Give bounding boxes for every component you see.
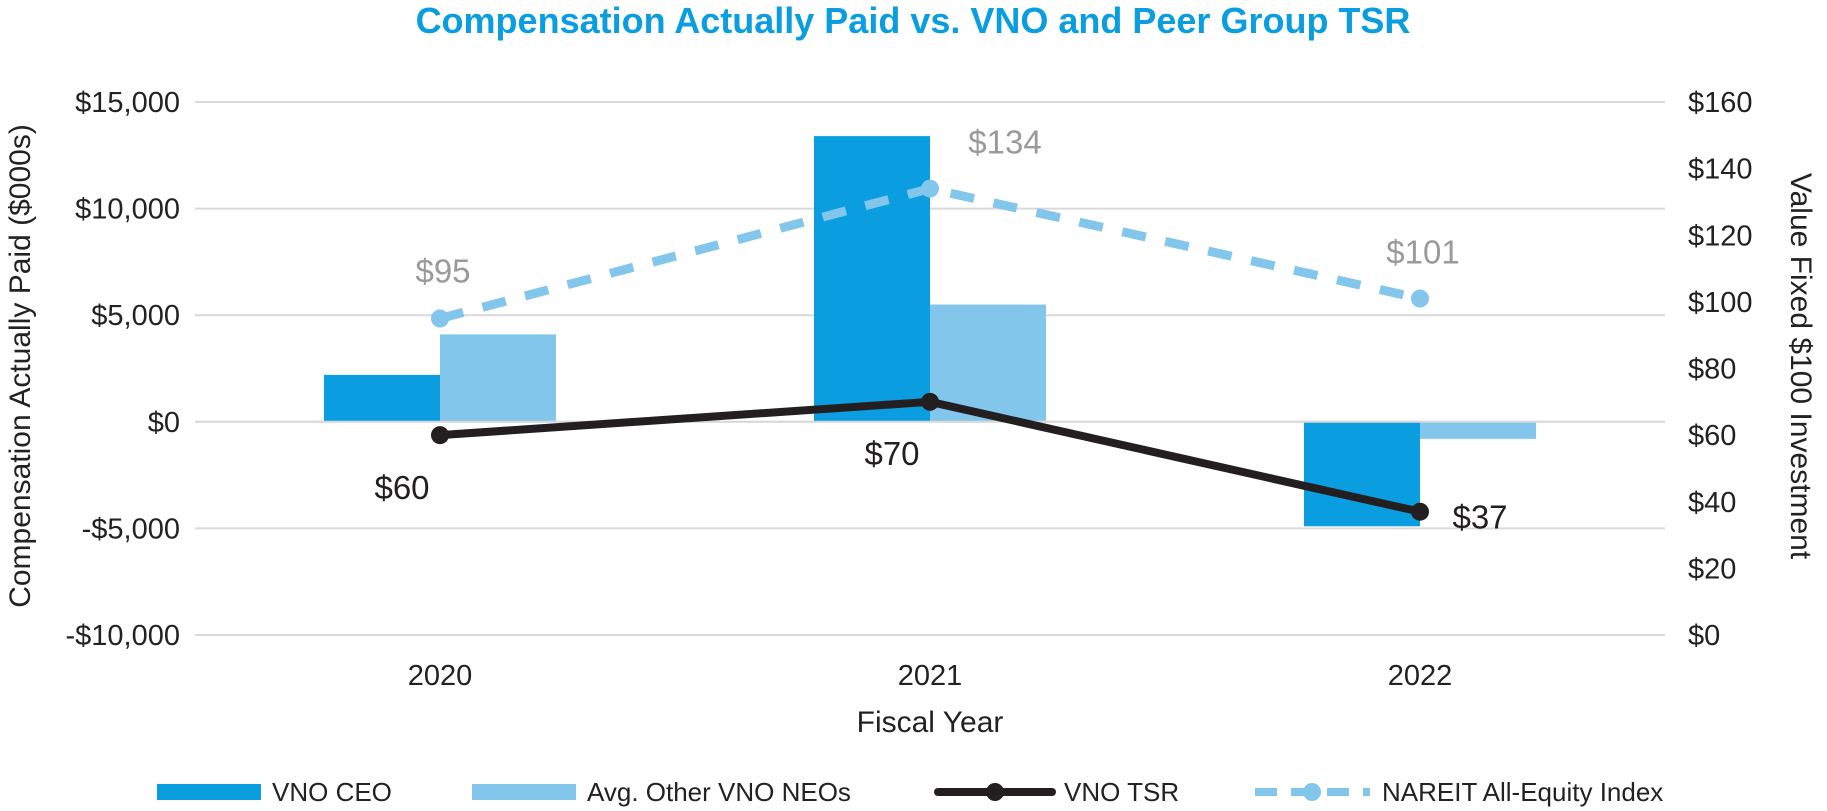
y-tick-label: $5,000 [91,300,180,332]
bar-avg-other-vno-neos-2020 [440,334,556,422]
x-axis-title: Fiscal Year [857,706,1004,739]
point-nareit-all-equity-index-2020 [431,309,449,328]
bar-vno-ceo-2020 [324,374,440,422]
y-tick-label: $0 [148,407,180,439]
y2-tick-label: $40 [1688,487,1736,519]
y2-axis-title: Value Fixed $100 Investment [1784,173,1817,560]
legend-marker-nareit [1303,783,1321,801]
legend: VNO CEO Avg. Other VNO NEOs VNO TSR NAREIT … [157,777,1663,807]
y2-tick-label: $60 [1688,420,1736,452]
y2-tick-label: $20 [1688,553,1736,585]
data-label-nareit-2021: $134 [968,124,1041,161]
bars [195,136,1665,527]
y-tick-label: -$5,000 [82,513,180,545]
data-label-vno-tsr-2020: $60 [374,469,429,506]
data-label-nareit-2022: $101 [1386,234,1459,271]
y2-tick-label: $80 [1688,354,1736,386]
point-vno-tsr-2020 [431,426,449,445]
legend-label-vno-ceo: VNO CEO [272,777,392,807]
y2-tick-label: $140 [1688,154,1753,186]
x-tick-label: 2020 [408,660,473,692]
x-tick-label: 2022 [1388,660,1453,692]
data-label-vno-tsr-2022: $37 [1452,499,1507,536]
data-label-vno-tsr-2021: $70 [864,435,919,472]
bar-avg-other-vno-neos-2022 [1420,421,1536,439]
point-vno-tsr-2022 [1411,502,1429,521]
legend-label-vno-tsr: VNO TSR [1064,777,1179,807]
legend-label-avg-other-neos: Avg. Other VNO NEOs [587,777,851,807]
y2-tick-label: $0 [1688,620,1720,652]
y-tick-label: $15,000 [75,87,180,119]
legend-label-nareit: NAREIT All-Equity Index [1382,777,1663,807]
bar-vno-ceo-2021 [814,136,930,422]
y2-tick-label: $120 [1688,220,1753,252]
point-vno-tsr-2021 [921,392,939,411]
y-axis-title: Compensation Actually Paid ($000s) [4,124,37,608]
point-nareit-all-equity-index-2021 [921,179,939,198]
y2-tick-label: $100 [1688,287,1753,319]
right-axis-ticks: $160 $140 $120 $100 $80 $60 $40 $20 $0 [1688,87,1753,652]
series-lines: $60 $70 $37 $95 $134 $101 [374,124,1507,536]
x-tick-label: 2021 [898,660,963,692]
y2-tick-label: $160 [1688,87,1753,119]
left-axis-ticks: $15,000 $10,000 $5,000 $0 -$5,000 -$10,000 [66,87,181,652]
y-tick-label: -$10,000 [66,620,181,652]
legend-swatch-vno-ceo [157,784,261,800]
data-label-nareit-2020: $95 [415,253,470,290]
legend-marker-vno-tsr [986,783,1004,801]
x-axis-ticks: 2020 2021 2022 [408,660,1453,692]
chart-title: Compensation Actually Paid vs. VNO and P… [416,0,1411,41]
y-tick-label: $10,000 [75,194,180,226]
legend-swatch-avg-other-neos [472,784,576,800]
point-nareit-all-equity-index-2022 [1411,289,1429,308]
